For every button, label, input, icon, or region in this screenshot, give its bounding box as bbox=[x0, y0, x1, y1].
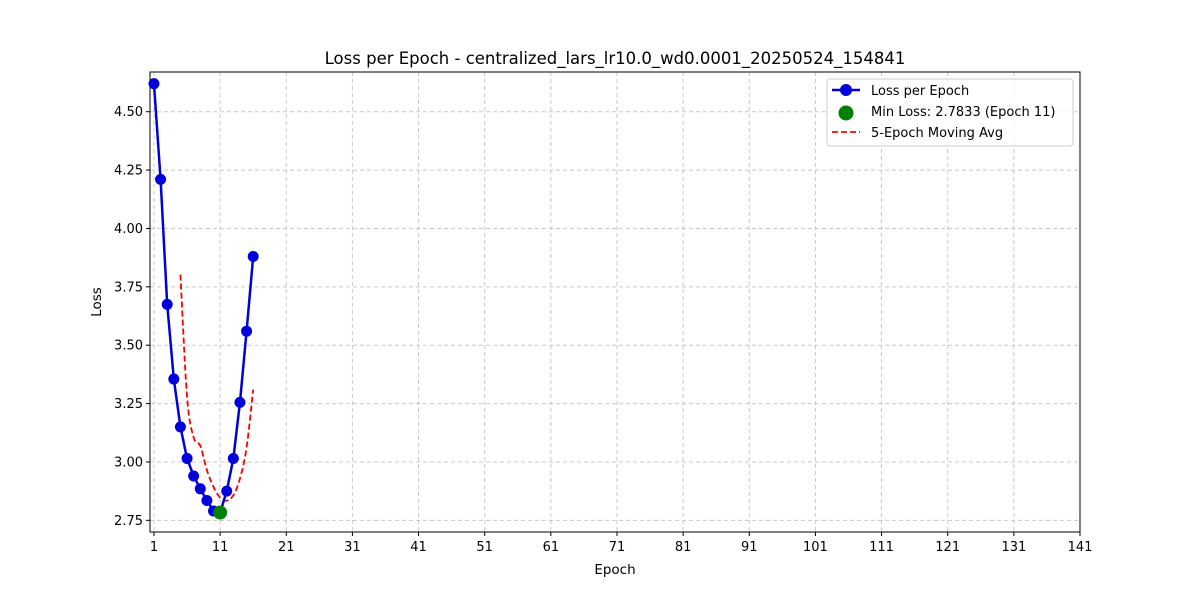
legend-box bbox=[826, 78, 1074, 147]
x-tick-label: 81 bbox=[675, 540, 692, 555]
y-tick-label: 4.00 bbox=[114, 222, 143, 237]
loss-point bbox=[194, 483, 206, 495]
x-tick-label: 141 bbox=[1068, 540, 1093, 555]
x-tick-label: 31 bbox=[344, 540, 361, 555]
x-tick-label: 121 bbox=[935, 540, 960, 555]
y-tick-label: 4.50 bbox=[114, 105, 143, 120]
legend-marker-min bbox=[838, 105, 854, 121]
y-axis: 2.75 3.00 3.25 3.50 3.75 4.00 4.25 4.50 bbox=[114, 105, 150, 529]
x-axis: 1 11 21 31 41 51 61 71 81 91 101 111 121 131 141 bbox=[150, 532, 1093, 555]
x-tick-label: 51 bbox=[476, 540, 493, 555]
plot-border bbox=[149, 71, 1081, 533]
chart-title: Loss per Epoch - centralized_lars_lr10.0… bbox=[325, 49, 906, 69]
moving-avg-line bbox=[179, 274, 255, 502]
x-tick-label: 41 bbox=[410, 540, 427, 555]
x-tick-label: 111 bbox=[869, 540, 894, 555]
y-tick-label: 3.00 bbox=[114, 455, 143, 470]
loss-point bbox=[168, 373, 180, 385]
loss-point bbox=[174, 421, 186, 433]
y-tick-label: 3.50 bbox=[114, 339, 143, 354]
plot-area bbox=[149, 71, 1081, 533]
y-tick-label: 2.75 bbox=[114, 514, 143, 529]
loss-point bbox=[181, 452, 193, 464]
x-tick-label: 21 bbox=[278, 540, 295, 555]
legend: Loss per Epoch Min Loss: 2.7833 (Epoch 1… bbox=[826, 78, 1074, 147]
x-tick-label: 101 bbox=[803, 540, 828, 555]
min-loss-point bbox=[213, 505, 228, 520]
loss-point bbox=[247, 250, 259, 262]
legend-label-moving-avg: 5-Epoch Moving Avg bbox=[871, 126, 1003, 141]
y-tick-label: 3.75 bbox=[114, 280, 143, 295]
loss-point bbox=[201, 494, 213, 506]
loss-point bbox=[155, 173, 167, 185]
loss-line bbox=[152, 83, 255, 514]
x-tick-label: 61 bbox=[543, 540, 560, 555]
loss-point bbox=[234, 396, 246, 408]
x-tick-label: 91 bbox=[741, 540, 758, 555]
y-tick-label: 3.25 bbox=[114, 397, 143, 412]
x-axis-label: Epoch bbox=[594, 562, 635, 578]
loss-point bbox=[161, 298, 173, 310]
loss-point bbox=[241, 325, 253, 337]
y-tick-label: 4.25 bbox=[114, 164, 143, 179]
x-tick-label: 71 bbox=[609, 540, 626, 555]
legend-marker-loss bbox=[840, 84, 852, 96]
legend-label-min: Min Loss: 2.7833 (Epoch 11) bbox=[871, 105, 1055, 120]
legend-label-loss: Loss per Epoch bbox=[871, 84, 969, 99]
series-layer bbox=[148, 78, 259, 520]
x-tick-label: 1 bbox=[150, 540, 158, 555]
grid bbox=[150, 72, 1081, 532]
loss-point bbox=[227, 452, 239, 464]
loss-point bbox=[221, 485, 233, 497]
loss-point bbox=[148, 78, 160, 90]
y-axis-label: Loss bbox=[89, 287, 105, 317]
loss-point bbox=[188, 470, 200, 482]
x-tick-label: 11 bbox=[212, 540, 229, 555]
x-tick-label: 131 bbox=[1001, 540, 1026, 555]
